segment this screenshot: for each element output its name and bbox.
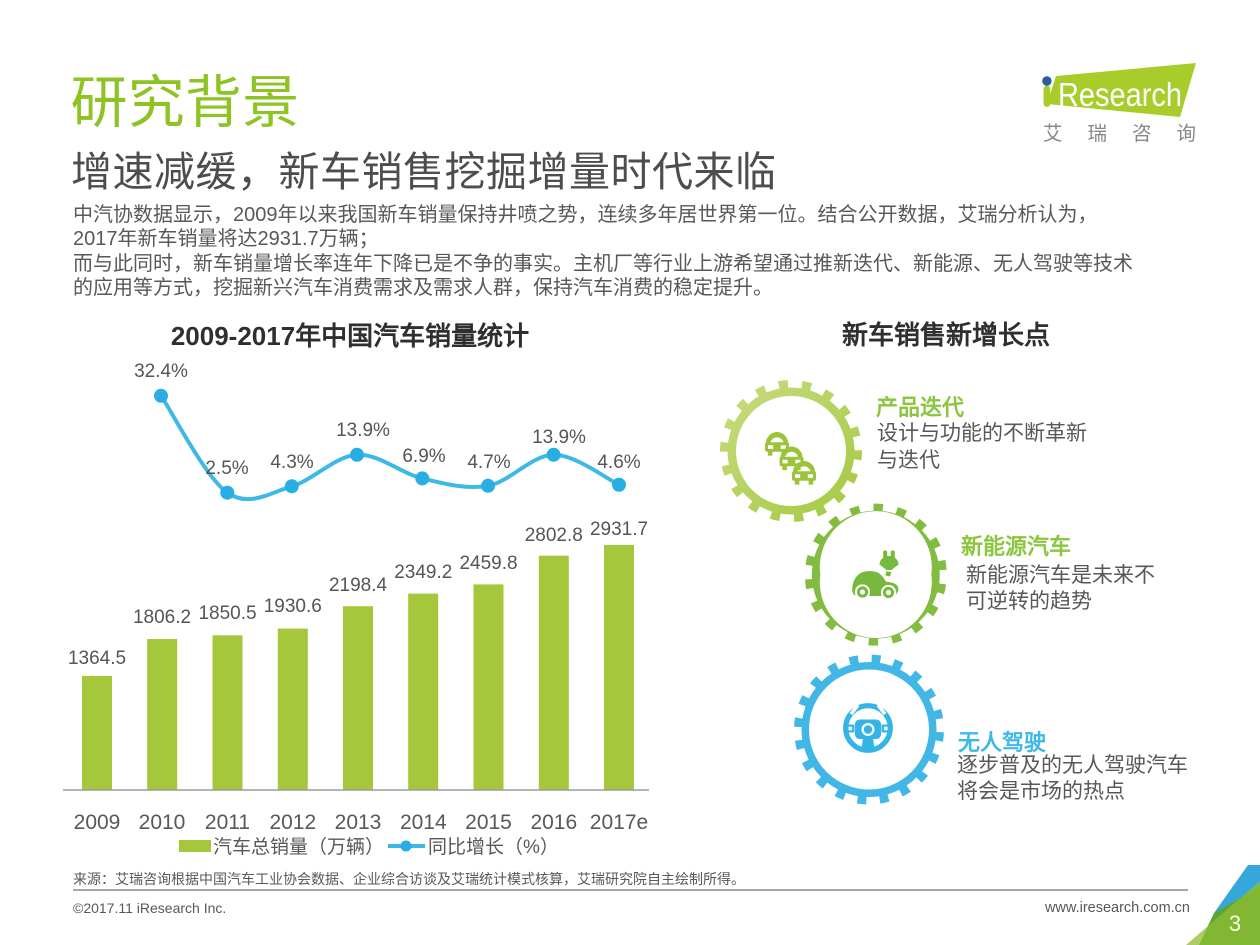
svg-text:©2017.11 iResearch Inc.: ©2017.11 iResearch Inc. <box>73 900 226 916</box>
svg-text:1930.6: 1930.6 <box>264 596 322 617</box>
svg-text:2014: 2014 <box>400 811 447 834</box>
svg-text:1850.5: 1850.5 <box>198 603 256 624</box>
svg-text:13.9%: 13.9% <box>336 420 390 441</box>
svg-text:2012: 2012 <box>269 811 316 834</box>
svg-text:4.7%: 4.7% <box>467 452 510 473</box>
svg-text:Research: Research <box>1058 76 1182 113</box>
svg-text:2011: 2011 <box>205 811 250 834</box>
svg-text:2009-2017年中国汽车销量统计: 2009-2017年中国汽车销量统计 <box>171 321 529 351</box>
svg-text:4.6%: 4.6% <box>597 452 640 473</box>
svg-text:2016: 2016 <box>530 811 577 834</box>
svg-text:1364.5: 1364.5 <box>68 648 126 669</box>
svg-text:2349.2: 2349.2 <box>394 562 452 583</box>
svg-text:2017e: 2017e <box>590 811 648 834</box>
svg-text:6.9%: 6.9% <box>402 446 445 467</box>
svg-text:2.5%: 2.5% <box>205 458 248 479</box>
svg-text:汽车总销量（万辆）: 汽车总销量（万辆） <box>213 836 384 858</box>
svg-text:2010: 2010 <box>139 811 186 834</box>
svg-text:32.4%: 32.4% <box>134 361 188 382</box>
svg-text:2009: 2009 <box>74 811 121 834</box>
svg-text:2013: 2013 <box>335 811 382 834</box>
svg-text:3: 3 <box>1229 911 1241 936</box>
svg-text:新车销售新增长点: 新车销售新增长点 <box>842 320 1050 350</box>
svg-text:2931.7: 2931.7 <box>590 519 648 540</box>
svg-text:1806.2: 1806.2 <box>133 607 191 628</box>
svg-text:4.3%: 4.3% <box>270 452 313 473</box>
svg-text:13.9%: 13.9% <box>532 427 586 448</box>
svg-text:2015: 2015 <box>465 811 512 834</box>
svg-text:2459.8: 2459.8 <box>459 553 517 574</box>
svg-text:2802.8: 2802.8 <box>525 525 583 546</box>
svg-text:www.iresearch.com.cn: www.iresearch.com.cn <box>1044 900 1190 916</box>
svg-text:同比增长（%）: 同比增长（%） <box>428 836 559 858</box>
svg-text:2198.4: 2198.4 <box>329 575 388 596</box>
svg-text:来源：艾瑞咨询根据中国汽车工业协会数据、企业综合访谈及艾瑞统: 来源：艾瑞咨询根据中国汽车工业协会数据、企业综合访谈及艾瑞统计模式核算，艾瑞研究… <box>73 871 745 887</box>
svg-text:艾瑞咨询: 艾瑞咨询 <box>1043 123 1221 145</box>
